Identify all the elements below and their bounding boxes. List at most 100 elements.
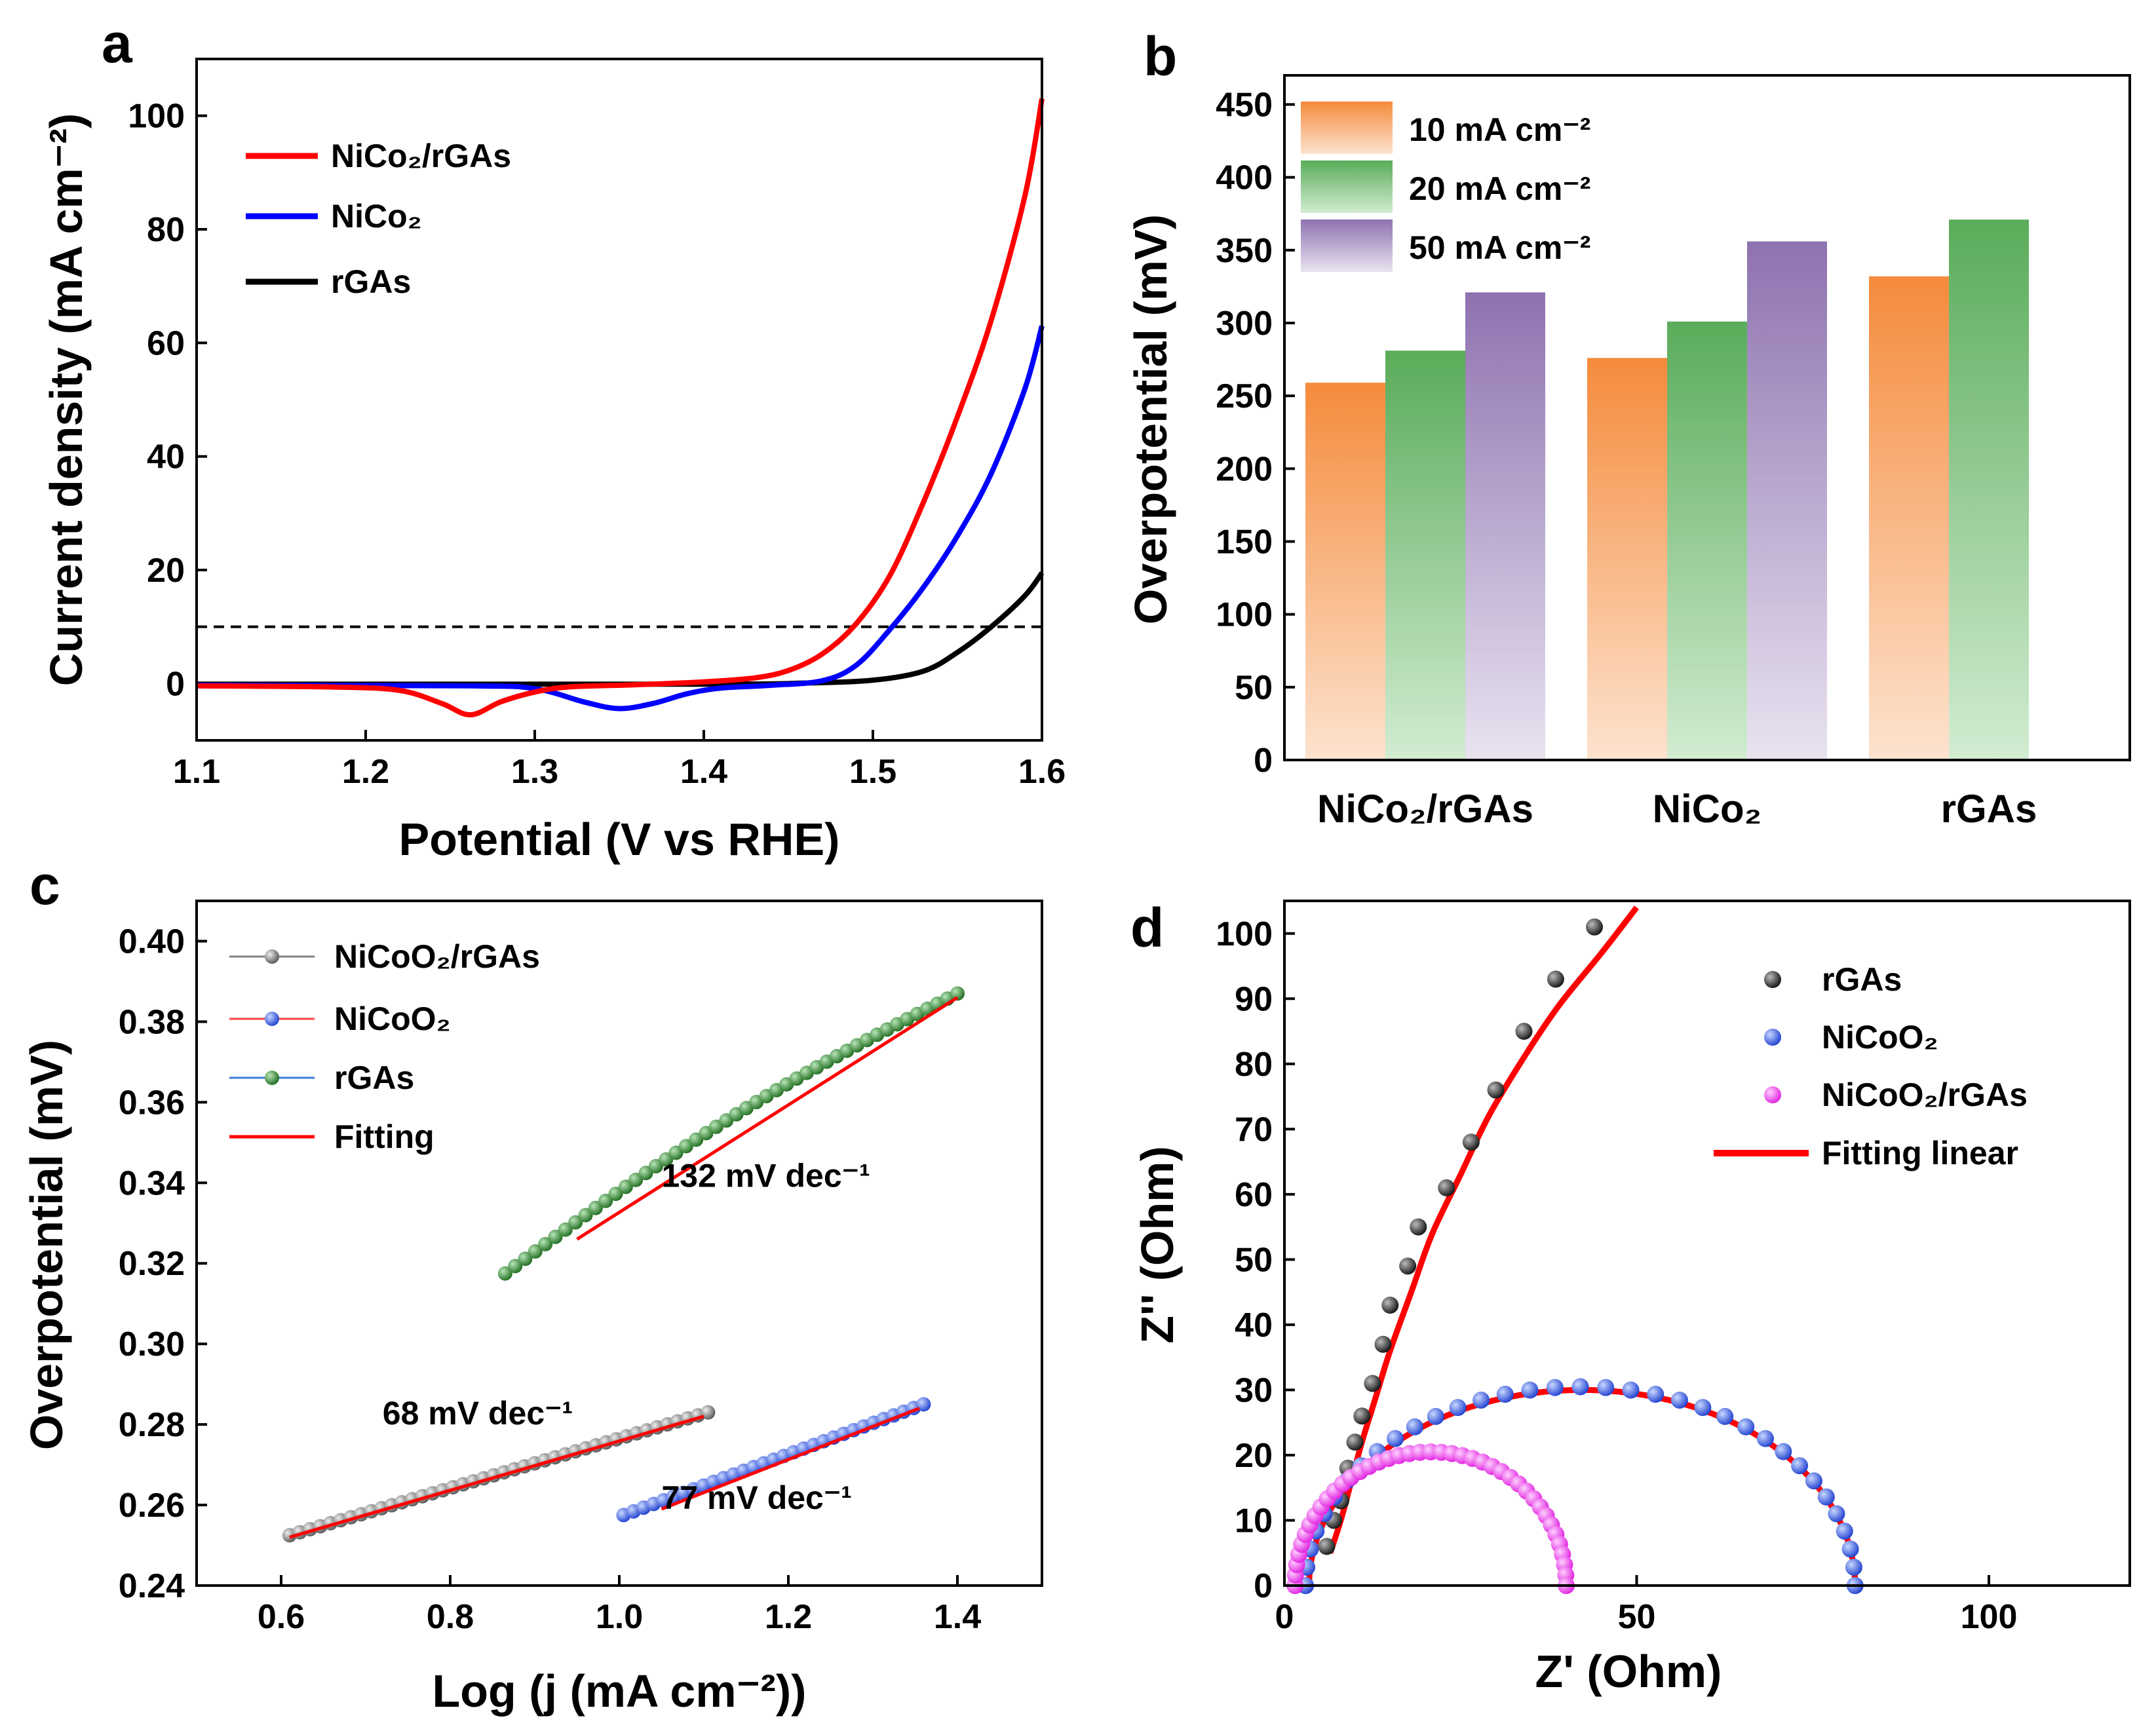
panel-c-ytick-label: 0.30 [119, 1325, 185, 1363]
panel-c-point-rgas [618, 1179, 633, 1194]
panel-d-xtick-label: 0 [1275, 1598, 1294, 1636]
panel-c-ytick-label: 0.26 [119, 1487, 185, 1525]
panel-c-point-rgas [558, 1222, 573, 1237]
panel-d-point-rgas [1462, 1133, 1480, 1151]
legend-marker-rgas-c [265, 1071, 279, 1085]
panel-c-legend: NiCoO₂/rGAs NiCoO₂ rGAs Fitting [229, 938, 540, 1155]
panel-b-category-label: rGAs [1941, 787, 2037, 831]
panel-c-ytick-label: 0.38 [119, 1003, 185, 1041]
panel-a-ytick-label: 100 [128, 98, 185, 136]
panel-c-xlabel: Log (j (mA cm⁻²)) [433, 1665, 807, 1717]
panel-d-legend: rGAs NiCoO₂ NiCoO₂/rGAs Fitting linear [1714, 961, 2028, 1171]
legend-label-nico2: NiCo₂ [331, 198, 422, 235]
panel-d-frame [1283, 900, 2131, 1587]
panel-c-point-nicoo2 [916, 1397, 931, 1412]
panel-d-ytick-label: 70 [1235, 1111, 1273, 1149]
panel-c-letter: c [29, 854, 60, 916]
panel-d-point-nicoo2 [1817, 1488, 1835, 1506]
panel-b-ytick-label: 200 [1216, 450, 1273, 488]
legend-marker-nicoo2-d [1764, 1029, 1781, 1046]
panel-c-point-rgas [568, 1215, 583, 1230]
panel-d-ytick-label: 80 [1235, 1046, 1273, 1084]
legend-marker-nicoo2-rgas [265, 949, 279, 964]
panel-b-frame [1283, 74, 2131, 761]
legend-label-fitting-linear: Fitting linear [1822, 1135, 2018, 1171]
panel-d-point-rgas [1353, 1407, 1371, 1425]
panel-c-ytick-label: 0.32 [119, 1245, 185, 1283]
panel-d-ytick-label: 40 [1235, 1306, 1273, 1344]
panel-d-ytick-label: 30 [1235, 1371, 1273, 1409]
panel-a-ytick-label: 80 [147, 211, 185, 249]
panel-c-fit-line [576, 996, 959, 1241]
panel-d-point-nicoo2 [1622, 1381, 1640, 1399]
legend-label-nicoo2: NiCoO₂ [334, 1000, 451, 1037]
panel-b-ytick-label: 0 [1254, 742, 1273, 780]
panel-d-point-nicoo2 [1521, 1381, 1539, 1399]
panel-b-letter: b [1144, 26, 1177, 87]
panel-b-bar [1305, 383, 1385, 760]
panel-b-bar [1747, 241, 1827, 760]
panel-c-slope-annotation: 132 mV dec⁻¹ [662, 1157, 870, 1194]
panel-b-bar [1465, 292, 1545, 760]
panel-b-ytick-label: 150 [1216, 523, 1273, 561]
panel-d-ytick-label: 10 [1235, 1502, 1273, 1540]
panel-d-fit-curve [1306, 1386, 1858, 1586]
panel-d-xtick-label: 100 [1961, 1598, 2018, 1636]
panel-a-series-nico2-rgas-line [196, 98, 1045, 717]
panel-b-legend: 10 mA cm⁻² 20 mA cm⁻² 50 mA cm⁻² [1301, 102, 1590, 272]
panel-d-point-nicoo2 [1737, 1418, 1755, 1436]
panel-c-ylabel: Overpotential (mV) [21, 1040, 72, 1450]
panel-c-xtick-label: 0.6 [258, 1598, 305, 1636]
panel-c-point-rgas [608, 1187, 623, 1202]
panel-c-layer: 0.6 0.8 1.0 1.2 1.4 0.24 0.26 0.28 0.30 0.32 0.34 0… [119, 923, 981, 1636]
panel-b-bar [1587, 358, 1667, 760]
panel-c-xtick-label: 0.8 [427, 1598, 474, 1636]
panel-d-point-rgas [1438, 1179, 1455, 1196]
panel-d-point-nicoo2 [1496, 1386, 1514, 1403]
panel-d-ytick-label: 20 [1235, 1437, 1273, 1475]
panel-d-point-nicoo2 [1775, 1443, 1792, 1460]
panel-d-point-nicoo2 [1473, 1391, 1490, 1409]
panel-c-ytick-label: 0.40 [119, 923, 185, 961]
panel-d-point-nicoo2 [1828, 1505, 1845, 1523]
panel-d-point-nicoo2 [1647, 1386, 1665, 1403]
panel-d-point-rgas [1399, 1257, 1417, 1275]
legend-label-fitting: Fitting [334, 1118, 434, 1155]
panel-a-xtick-label: 1.5 [849, 753, 896, 791]
legend-label-10ma: 10 mA cm⁻² [1409, 111, 1590, 148]
panel-b-category-label: NiCo₂ [1653, 787, 1762, 831]
panel-c-frame [195, 900, 1043, 1587]
panel-c-point-rgas [598, 1193, 613, 1208]
panel-b-ylabel: Overpotential (mV) [1125, 214, 1176, 624]
legend-label-nicoo2-d: NiCoO₂ [1822, 1019, 1938, 1056]
panel-c-point-rgas [950, 986, 965, 1001]
panel-c-point-rgas [578, 1208, 593, 1223]
panel-d-point-rgas [1410, 1218, 1427, 1236]
panel-b-bar [1385, 351, 1465, 760]
panel-d-point-nicoo2 [1716, 1407, 1734, 1425]
panel-c-ytick-label: 0.36 [119, 1084, 185, 1122]
legend-swatch-20ma [1301, 161, 1393, 213]
panel-b-ytick-label: 50 [1235, 669, 1273, 707]
panel-c-slope-annotation: 77 mV dec⁻¹ [662, 1479, 852, 1516]
panel-d-ytick-label: 100 [1216, 915, 1273, 953]
legend-label-rgas-d: rGAs [1822, 961, 1902, 998]
panel-d-point-rgas [1586, 918, 1603, 936]
panel-a-ytick-label: 0 [166, 665, 185, 703]
panel-c-ytick-label: 0.24 [119, 1567, 185, 1605]
panel-c-slope-annotation: 68 mV dec⁻¹ [383, 1395, 573, 1432]
panel-d-point-nicoo2 [1406, 1418, 1423, 1436]
panel-b-ytick-label: 450 [1216, 86, 1273, 124]
panel-c-fit-line [661, 1407, 920, 1511]
panel-a-frame [195, 58, 1043, 742]
panel-a-ylabel: Current density (mA cm⁻²) [41, 113, 92, 686]
panel-c-point-rgas [548, 1229, 563, 1244]
panel-c-xtick-label: 1.0 [596, 1598, 643, 1636]
panel-d-xtick-label: 50 [1618, 1598, 1656, 1636]
legend-marker-rgas-d [1764, 971, 1781, 988]
panel-c-point-rgas [528, 1244, 543, 1259]
panel-d-point-rgas [1346, 1434, 1364, 1451]
panel-d-point-nicoo2 [1571, 1378, 1589, 1396]
